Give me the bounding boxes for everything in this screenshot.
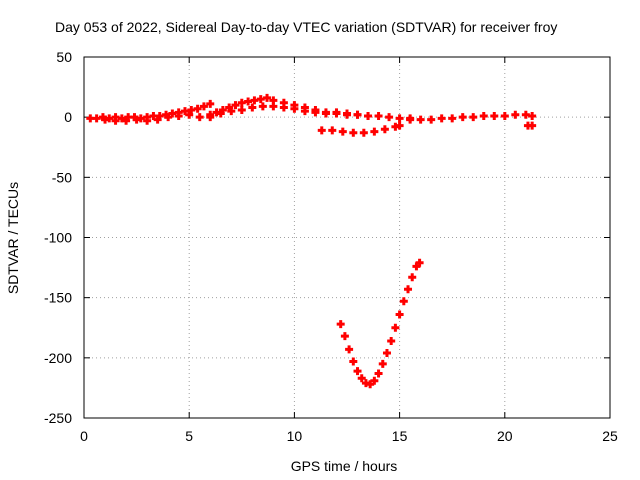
data-point <box>328 126 337 135</box>
data-point <box>391 323 400 332</box>
data-point <box>380 125 389 134</box>
data-point <box>479 111 488 120</box>
data-point <box>332 108 341 117</box>
data-point <box>469 113 478 122</box>
data-point <box>437 114 446 123</box>
axis-ticks: 0 5 10 15 20 25 50 0 -50 -100 -150 -200 -250 <box>44 49 618 444</box>
data-point <box>336 320 345 329</box>
data-point <box>132 115 141 124</box>
y-tick-label: -200 <box>44 350 72 366</box>
x-tick-label: 25 <box>602 428 618 444</box>
data-point <box>408 273 417 282</box>
data-point <box>279 98 288 107</box>
data-point <box>399 297 408 306</box>
data-point <box>206 99 215 108</box>
data-point <box>427 115 436 124</box>
data-point <box>511 110 520 119</box>
data-point <box>153 115 162 124</box>
data-point <box>206 113 215 122</box>
data-point <box>395 114 404 123</box>
data-point <box>385 113 394 122</box>
data-point <box>248 103 257 112</box>
data-point <box>448 114 457 123</box>
data-point <box>111 116 120 125</box>
data-point <box>387 336 396 345</box>
data-point <box>528 121 537 130</box>
y-tick-label: 50 <box>56 49 72 65</box>
data-point <box>366 380 375 389</box>
data-point <box>195 113 204 122</box>
y-tick-label: -50 <box>52 169 72 185</box>
data-point <box>395 121 404 130</box>
data-point <box>122 116 131 125</box>
data-point <box>378 359 387 368</box>
data-point <box>349 128 358 137</box>
data-point <box>343 109 351 118</box>
data-point <box>338 127 347 136</box>
data-point <box>317 126 326 135</box>
data-point <box>374 369 383 378</box>
data-point <box>237 105 246 114</box>
x-tick-label: 5 <box>185 428 193 444</box>
data-point <box>174 111 183 120</box>
data-point <box>193 104 202 113</box>
data-point <box>164 113 173 122</box>
data-point <box>269 96 278 105</box>
data-point <box>321 109 330 118</box>
data-point <box>345 345 354 354</box>
y-axis-title: SDTVAR / TECUs <box>5 182 21 294</box>
data-point <box>231 101 240 110</box>
data-point <box>458 113 467 122</box>
data-point <box>490 111 499 120</box>
x-tick-label: 0 <box>80 428 88 444</box>
data-point <box>357 374 366 383</box>
y-tick-label: -150 <box>44 290 72 306</box>
y-tick-label: -100 <box>44 230 72 246</box>
x-axis-title: GPS time / hours <box>291 458 398 474</box>
data-point <box>370 376 379 385</box>
data-point <box>227 107 236 116</box>
data-point <box>101 115 110 124</box>
data-point <box>404 285 413 294</box>
data-point <box>500 111 509 120</box>
data-point <box>364 111 373 120</box>
data-point <box>374 111 383 120</box>
data-point <box>349 357 358 366</box>
data-point <box>199 102 208 111</box>
data-point <box>216 109 225 118</box>
data-point <box>416 115 425 124</box>
data-series <box>86 93 537 389</box>
data-point <box>415 258 424 267</box>
data-point <box>258 102 267 111</box>
data-point <box>359 128 368 137</box>
x-tick-label: 10 <box>287 428 303 444</box>
data-point <box>263 93 272 102</box>
data-point <box>185 110 194 119</box>
data-point <box>143 116 152 125</box>
data-point <box>370 127 379 136</box>
data-point <box>395 310 404 319</box>
y-tick-label: -250 <box>44 410 72 426</box>
chart-title: Day 053 of 2022, Sidereal Day-to-day VTE… <box>55 19 557 35</box>
data-point <box>353 367 362 376</box>
data-point <box>353 110 362 119</box>
x-tick-label: 15 <box>392 428 408 444</box>
data-point <box>300 103 309 112</box>
data-point <box>340 332 349 341</box>
data-point <box>528 111 537 120</box>
data-point <box>382 349 391 358</box>
data-point <box>311 108 320 117</box>
x-tick-label: 20 <box>497 428 513 444</box>
y-tick-label: 0 <box>64 109 72 125</box>
data-point <box>290 101 299 110</box>
data-point <box>406 115 415 124</box>
